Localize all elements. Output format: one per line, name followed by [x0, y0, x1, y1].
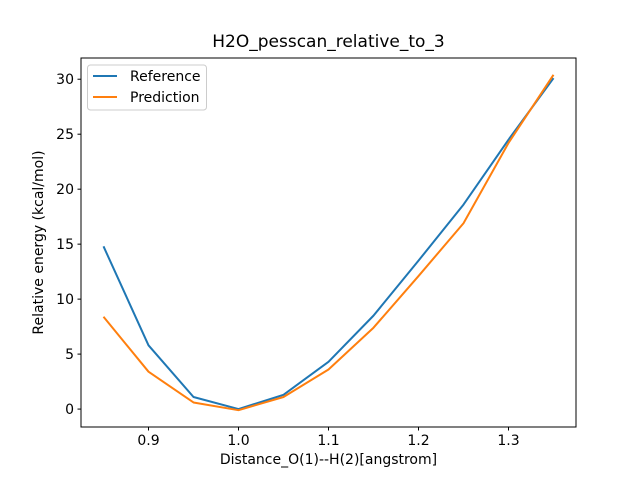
y-tick-label: 20 [56, 182, 74, 198]
chart-title: H2O_pesscan_relative_to_3 [212, 32, 445, 52]
y-tick-label: 30 [56, 72, 74, 88]
y-tick-label: 5 [65, 347, 74, 363]
reference-line [102, 77, 555, 411]
y-axis-ticks: 0 5 10 15 20 25 30 [56, 72, 81, 418]
x-tick-label: 1.1 [317, 433, 339, 449]
y-tick-label: 0 [65, 402, 74, 418]
legend-box [87, 64, 207, 111]
y-tick-label: 25 [56, 127, 74, 143]
legend-label-reference: Reference [130, 69, 201, 85]
legend-label-prediction: Prediction [130, 90, 200, 106]
legend: Reference Prediction [87, 64, 207, 111]
prediction-line [102, 74, 555, 412]
x-tick-label: 0.9 [137, 433, 159, 449]
x-tick-label: 1.2 [407, 433, 429, 449]
x-axis-label: Distance_O(1)--H(2)[angstrom] [220, 452, 437, 468]
x-tick-label: 1.0 [227, 433, 249, 449]
x-axis-ticks: 0.9 1.0 1.1 1.2 1.3 [137, 427, 520, 449]
x-tick-label: 1.3 [497, 433, 519, 449]
y-axis-label: Relative energy (kcal/mol) [31, 150, 47, 334]
plot-border [80, 57, 577, 428]
y-tick-label: 15 [56, 237, 74, 253]
y-tick-label: 10 [56, 292, 74, 308]
